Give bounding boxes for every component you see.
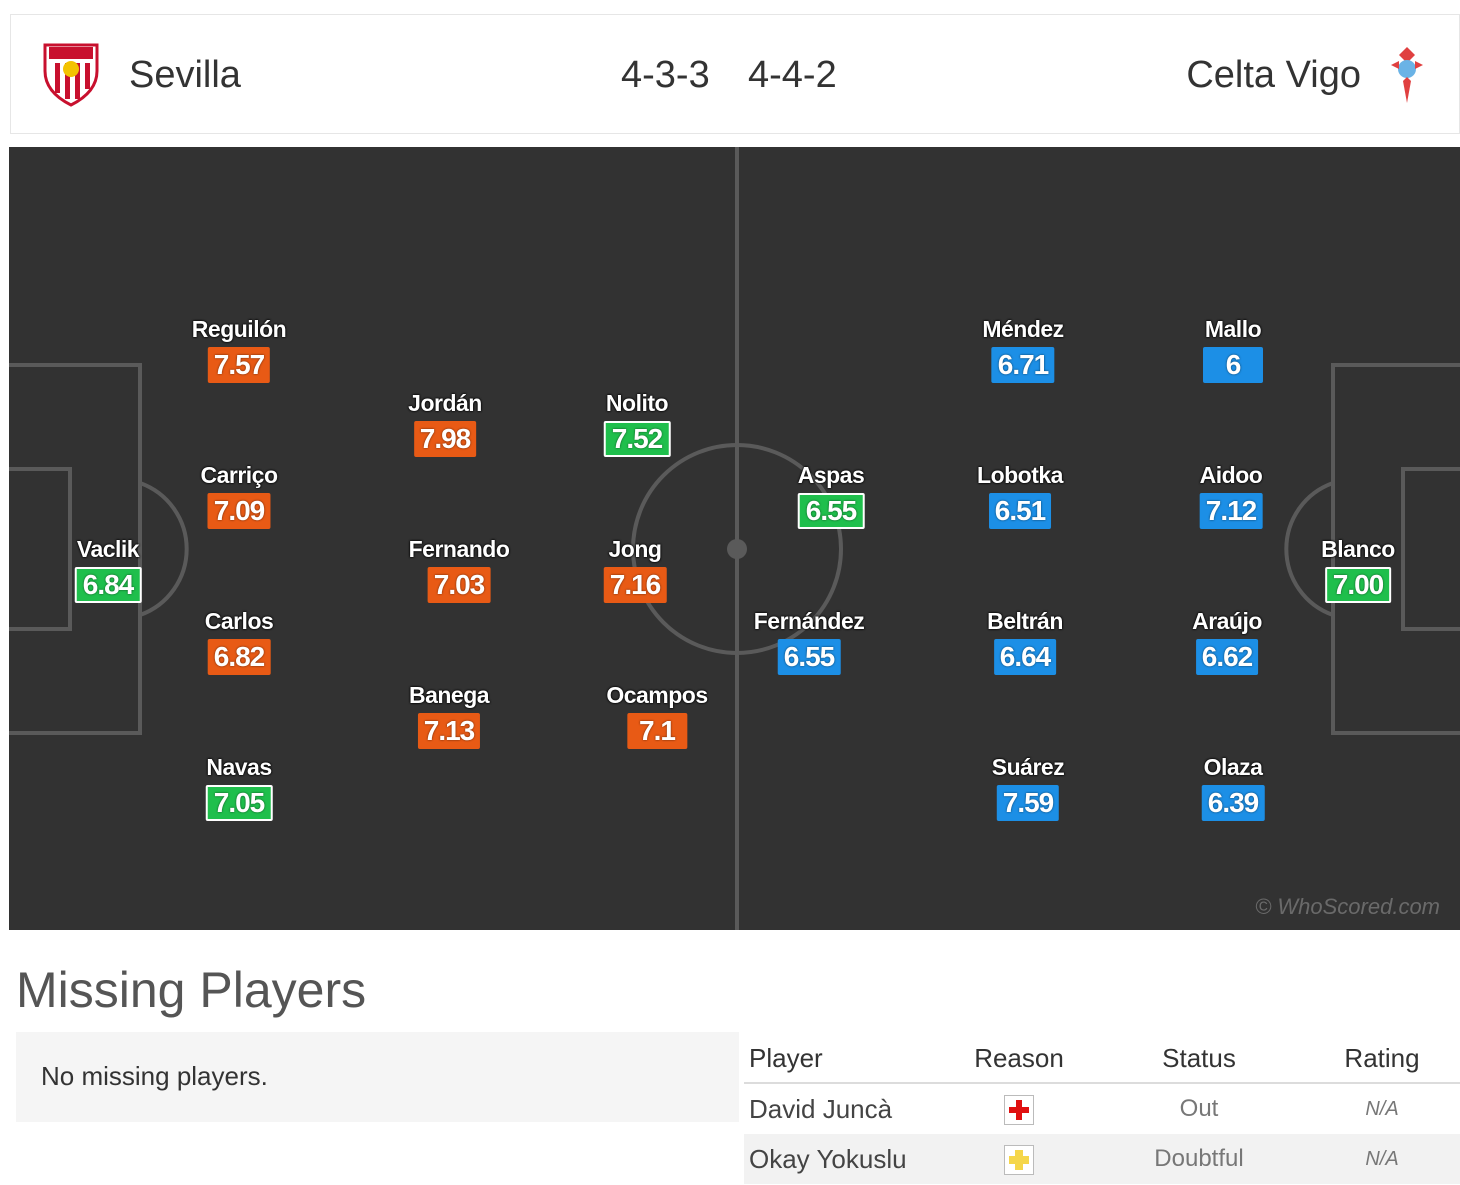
player-rating: 7.1 — [626, 713, 687, 749]
away-missing-table: Player Reason Status Rating David Juncà … — [744, 1034, 1460, 1184]
player-name[interactable]: Carlos — [204, 608, 274, 634]
player-marker[interactable]: Jong 7.16 — [603, 535, 667, 603]
doubtful-icon — [1004, 1145, 1034, 1176]
player-name[interactable]: Vaclik — [76, 536, 140, 562]
player-marker[interactable]: Aidoo 7.12 — [1200, 461, 1263, 529]
player-marker[interactable]: Suárez 7.59 — [991, 753, 1065, 821]
player-rating: 7.52 — [603, 421, 671, 457]
player-marker[interactable]: Jordán 7.98 — [408, 389, 482, 457]
player-name[interactable]: Mallo — [1204, 316, 1262, 342]
player-rating: 6.82 — [207, 639, 271, 675]
player-marker[interactable]: Beltrán 6.64 — [987, 607, 1063, 675]
pitch: Vaclik 6.84 Reguilón 7.57 Carriço 7.09 Carlos 6… — [9, 147, 1460, 930]
column-header-rating: Rating — [1304, 1034, 1460, 1084]
player-name[interactable]: Carriço — [200, 462, 278, 488]
player-rating: 6 — [1203, 347, 1263, 383]
column-header-reason: Reason — [944, 1034, 1094, 1084]
celta-crest-icon — [1391, 47, 1423, 103]
player-rating: 6.51 — [988, 493, 1052, 529]
player-marker[interactable]: Fernando 7.03 — [409, 535, 510, 603]
player-rating: 7.09 — [207, 493, 271, 529]
player-marker[interactable]: Carriço 7.09 — [200, 461, 278, 529]
player-name[interactable]: Méndez — [982, 316, 1064, 342]
player-marker[interactable]: Aspas 6.55 — [798, 461, 865, 529]
player-name[interactable]: Fernando — [408, 536, 510, 562]
player-name[interactable]: Navas — [206, 754, 272, 780]
column-header-player: Player — [744, 1034, 944, 1084]
player-marker[interactable]: Nolito 7.52 — [603, 389, 671, 457]
away-team-name[interactable]: Celta Vigo — [1186, 54, 1361, 96]
player-marker[interactable]: Carlos 6.82 — [205, 607, 274, 675]
home-missing-panel: No missing players. — [16, 1032, 739, 1122]
player-name[interactable]: Beltrán — [987, 608, 1063, 634]
player-rating: 7.57 — [207, 347, 271, 383]
missing-status: Doubtful — [1094, 1134, 1304, 1184]
player-marker[interactable]: Lobotka 6.51 — [977, 461, 1063, 529]
player-name[interactable]: Fernández — [753, 608, 865, 634]
player-marker[interactable]: Banega 7.13 — [408, 681, 490, 749]
injury-icon — [1004, 1095, 1034, 1126]
player-rating: 7.16 — [603, 567, 667, 603]
player-rating: 7.00 — [1324, 567, 1392, 603]
player-name[interactable]: Banega — [408, 682, 490, 708]
away-formation: 4-4-2 — [748, 54, 837, 96]
pitch-lines — [9, 147, 1460, 930]
home-team-name[interactable]: Sevilla — [129, 54, 241, 96]
missing-rating: N/A — [1304, 1134, 1460, 1184]
player-marker[interactable]: Vaclik 6.84 — [74, 535, 142, 603]
player-rating: 7.13 — [417, 713, 481, 749]
home-formation: 4-3-3 — [621, 54, 710, 96]
missing-player-name[interactable]: Okay Yokuslu — [744, 1134, 944, 1184]
player-name[interactable]: Jong — [608, 536, 662, 562]
player-marker[interactable]: Fernández 6.55 — [754, 607, 865, 675]
player-name[interactable]: Jordán — [408, 390, 482, 416]
table-row: Okay Yokuslu Doubtful N/A — [744, 1134, 1460, 1184]
missing-status: Out — [1179, 1095, 1219, 1122]
player-rating: 7.98 — [413, 421, 477, 457]
player-name[interactable]: Lobotka — [977, 462, 1063, 488]
no-missing-text: No missing players. — [41, 1061, 268, 1091]
player-marker[interactable]: Ocampos 7.1 — [606, 681, 708, 749]
player-rating: 6.39 — [1201, 785, 1265, 821]
table-header-row: Player Reason Status Rating — [744, 1034, 1460, 1084]
player-marker[interactable]: Mallo 6 — [1203, 315, 1263, 383]
player-name[interactable]: Reguilón — [191, 316, 287, 342]
match-header: Sevilla 4-3-3 4-4-2 Celta Vigo — [10, 14, 1460, 134]
player-name[interactable]: Olaza — [1203, 754, 1263, 780]
player-rating: 6.84 — [74, 567, 142, 603]
missing-players-title: Missing Players — [16, 962, 367, 1018]
player-rating: 6.62 — [1195, 639, 1259, 675]
player-rating: 6.71 — [991, 347, 1055, 383]
player-name[interactable]: Nolito — [605, 390, 669, 416]
column-header-status: Status — [1094, 1034, 1304, 1084]
missing-rating: N/A — [1365, 1097, 1399, 1120]
player-name[interactable]: Aspas — [797, 462, 865, 488]
player-marker[interactable]: Olaza 6.39 — [1201, 753, 1265, 821]
player-marker[interactable]: Reguilón 7.57 — [191, 315, 287, 383]
player-marker[interactable]: Blanco 7.00 — [1321, 535, 1395, 603]
player-name[interactable]: Ocampos — [606, 682, 708, 708]
sevilla-crest-icon — [43, 43, 99, 107]
player-rating: 7.59 — [996, 785, 1060, 821]
player-rating: 6.64 — [993, 639, 1057, 675]
player-name[interactable]: Suárez — [991, 754, 1065, 780]
player-marker[interactable]: Méndez 6.71 — [982, 315, 1064, 383]
player-rating: 7.05 — [205, 785, 273, 821]
table-row: David Juncà Out N/A — [744, 1083, 1460, 1134]
player-marker[interactable]: Araújo 6.62 — [1192, 607, 1262, 675]
player-marker[interactable]: Navas 7.05 — [205, 753, 273, 821]
watermark: © WhoScored.com — [1255, 894, 1440, 919]
player-rating: 6.55 — [777, 639, 841, 675]
player-name[interactable]: Aidoo — [1199, 462, 1263, 488]
player-rating: 7.12 — [1199, 493, 1263, 529]
player-name[interactable]: Araújo — [1192, 608, 1262, 634]
missing-player-name[interactable]: David Juncà — [749, 1093, 893, 1124]
player-rating: 6.55 — [797, 493, 865, 529]
player-name[interactable]: Blanco — [1321, 536, 1395, 562]
player-rating: 7.03 — [427, 567, 491, 603]
